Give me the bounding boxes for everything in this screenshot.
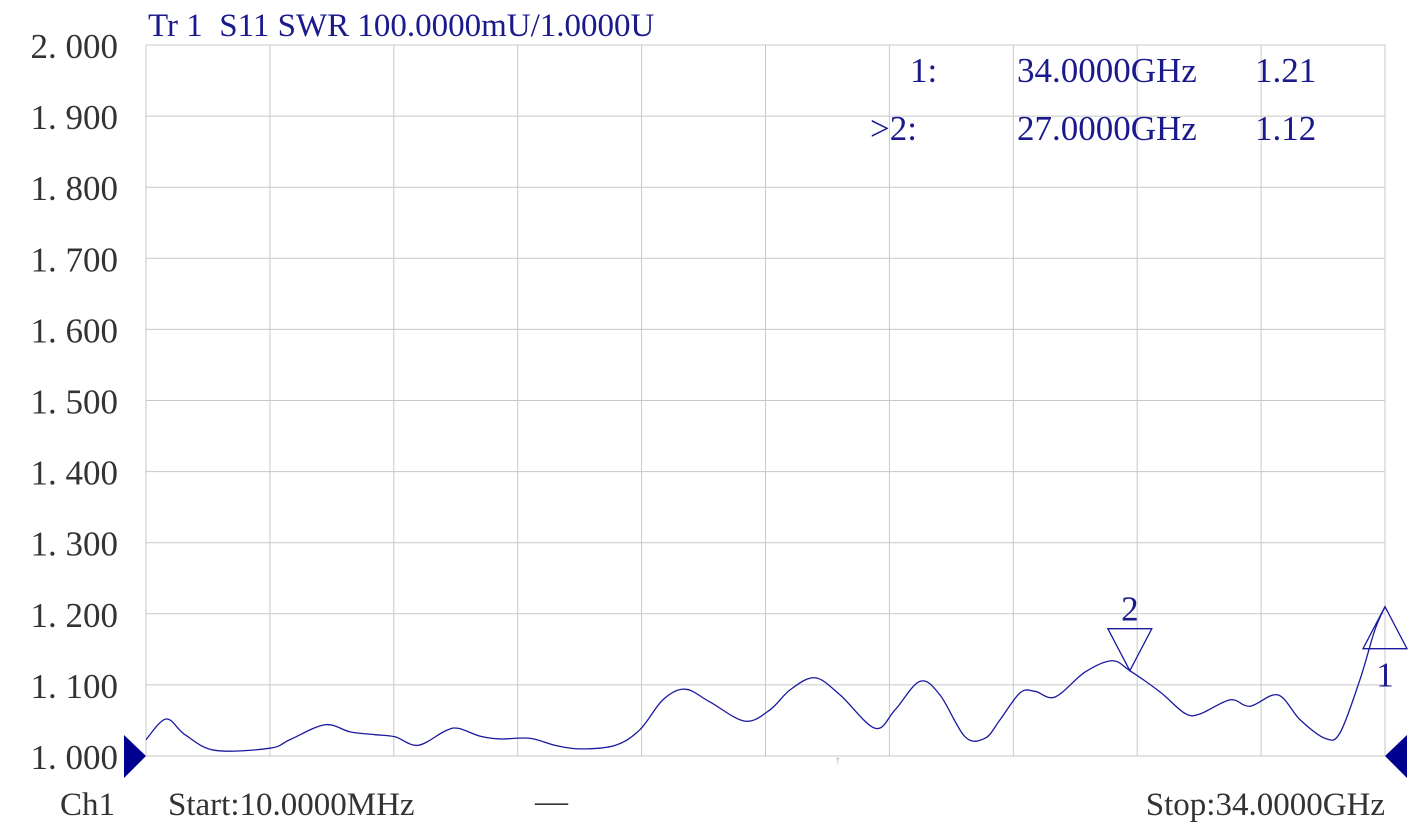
trace-header: Tr 1 S11 SWR 100.0000mU/1.0000U (148, 8, 655, 44)
y-tick-label: 2. 000 (31, 27, 119, 66)
marker-2-id: 2 (1121, 590, 1139, 629)
y-tick-label: 1. 000 (31, 738, 119, 777)
start-frequency: Start:10.0000MHz (168, 787, 415, 823)
y-tick-label: 1. 100 (31, 667, 119, 706)
y-tick-label: 1. 700 (31, 240, 119, 279)
y-tick-label: 1. 600 (31, 311, 119, 350)
markers: 12 (1106, 590, 1409, 695)
channel-label: Ch1 (60, 787, 115, 823)
y-tick-label: 1. 400 (31, 454, 119, 493)
marker-1-id: 1 (1376, 656, 1394, 695)
y-tick-label: 1. 500 (31, 383, 119, 422)
marker-1-triangle-icon (1361, 605, 1409, 650)
reference-left-icon (124, 735, 146, 778)
marker-1-freq: 34.0000GHz (1017, 51, 1197, 90)
marker-1-label: 1: (910, 51, 937, 90)
y-tick-label: 1. 800 (31, 169, 119, 208)
marker-2-value: 1.12 (1255, 109, 1316, 148)
start-suffix: — (534, 784, 569, 820)
marker-1-value: 1.21 (1255, 51, 1316, 90)
y-tick-label: 1. 200 (31, 596, 119, 635)
stop-frequency: Stop:34.0000GHz (1146, 787, 1385, 823)
grid (145, 44, 1386, 757)
y-tick-label: 1. 300 (31, 525, 119, 564)
marker-2-triangle-icon (1106, 628, 1153, 673)
trace-line (145, 606, 1386, 752)
y-tick-labels: 2. 000 1. 900 1. 800 1. 700 1. 600 1. 500 1. 4… (31, 27, 119, 777)
marker-2-label: >2: (870, 109, 917, 148)
y-tick-label: 1. 900 (31, 98, 119, 137)
marker-2-freq: 27.0000GHz (1017, 109, 1197, 148)
reference-right-icon (1385, 735, 1407, 778)
center-arrow-icon: ↑ (835, 753, 841, 767)
